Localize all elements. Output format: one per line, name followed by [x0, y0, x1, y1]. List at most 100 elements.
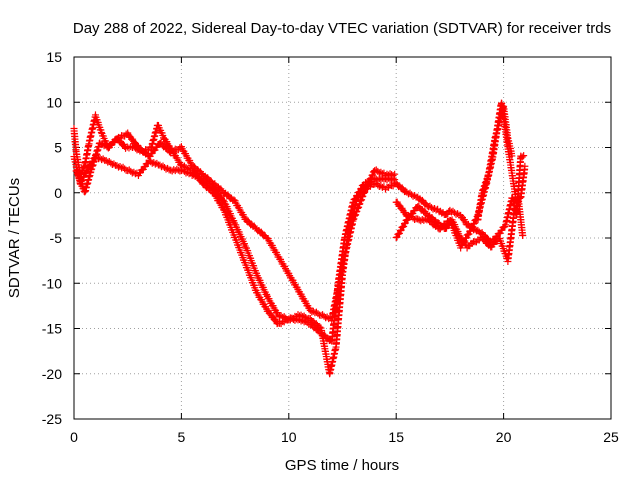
data-point: [274, 311, 282, 319]
data-point: [391, 170, 399, 178]
data-point: [312, 308, 320, 316]
x-tick-label: 10: [281, 429, 297, 445]
data-point: [151, 160, 159, 168]
data-point: [518, 153, 526, 161]
x-tick-label: 15: [388, 429, 404, 445]
data-point: [377, 168, 385, 176]
data-point: [118, 164, 126, 172]
data-point: [377, 182, 385, 190]
data-point: [190, 171, 198, 179]
data-point: [108, 161, 116, 169]
y-tick-label: -5: [50, 230, 63, 246]
x-tick-label: 0: [70, 429, 78, 445]
data-point: [184, 168, 192, 176]
data-point: [372, 166, 380, 174]
y-tick-label: -20: [42, 366, 62, 382]
data-point: [116, 162, 124, 170]
data-point: [280, 313, 288, 321]
x-tick-label: 20: [496, 429, 512, 445]
data-point: [406, 189, 414, 197]
series-track-3: [72, 129, 399, 324]
data-point: [99, 155, 107, 163]
data-point: [157, 163, 165, 171]
data-point: [424, 203, 432, 211]
x-tick-label: 25: [603, 429, 619, 445]
x-axis-label: GPS time / hours: [285, 457, 399, 474]
data-point: [520, 152, 528, 160]
data-point: [408, 191, 416, 199]
data-point: [306, 306, 314, 314]
data-point: [409, 214, 417, 222]
data-point: [133, 141, 141, 149]
data-point: [508, 152, 516, 160]
y-tick-label: -25: [42, 411, 62, 427]
data-point: [173, 165, 181, 173]
data-point: [124, 167, 132, 175]
y-axis-label: SDTVAR / TECUs: [6, 178, 23, 298]
data-point: [127, 167, 135, 175]
data-point: [162, 165, 170, 173]
data-point: [128, 144, 136, 151]
series-track-6: [392, 152, 528, 246]
data-point: [447, 208, 455, 216]
data-point: [404, 190, 412, 198]
x-tick-label: 5: [178, 429, 186, 445]
y-tick-label: -10: [42, 275, 62, 291]
y-tick-label: 5: [54, 140, 62, 156]
y-tick-label: 15: [46, 49, 62, 65]
data-point: [279, 313, 287, 321]
data-point: [297, 311, 305, 319]
data-point: [374, 181, 382, 189]
data-point: [426, 202, 434, 210]
data-point: [80, 163, 88, 171]
data-series: [70, 99, 529, 378]
data-point: [277, 312, 285, 320]
y-ticks: 15 10 5 0 -5 -10 -15 -20 -25: [42, 49, 611, 427]
data-point: [319, 311, 327, 319]
data-point: [153, 159, 161, 167]
data-point: [403, 188, 411, 196]
data-point: [130, 168, 138, 176]
data-point: [409, 192, 417, 200]
data-point: [389, 172, 397, 180]
data-point: [104, 158, 112, 166]
data-point: [179, 166, 187, 174]
data-point: [159, 162, 167, 170]
data-point: [309, 307, 317, 315]
y-tick-label: 10: [46, 94, 62, 110]
data-point: [180, 167, 188, 175]
data-point: [446, 206, 454, 214]
data-point: [519, 232, 527, 240]
data-point: [431, 204, 439, 212]
data-point: [427, 204, 435, 212]
data-point: [317, 311, 325, 319]
data-point: [449, 207, 457, 215]
data-point: [150, 159, 158, 167]
chart-title: Day 288 of 2022, Sidereal Day-to-day VTE…: [73, 20, 611, 37]
data-point: [194, 173, 202, 181]
data-point: [302, 314, 310, 322]
data-point: [161, 164, 169, 172]
data-point: [408, 212, 416, 220]
data-point: [107, 159, 115, 167]
data-point: [320, 312, 328, 320]
data-point: [219, 196, 227, 204]
data-point: [372, 179, 380, 187]
data-point: [113, 162, 121, 170]
data-point: [102, 157, 110, 165]
data-point: [160, 134, 167, 142]
data-point: [177, 167, 185, 175]
data-point: [119, 163, 127, 171]
series-track-7: [474, 102, 516, 224]
data-point: [316, 323, 324, 331]
data-point: [125, 166, 133, 174]
series-track-2: [70, 152, 399, 378]
x-ticks: 0 5 10 15 20 25: [70, 57, 619, 445]
series-track-4: [392, 197, 527, 266]
y-tick-label: 0: [54, 185, 62, 201]
data-point: [191, 172, 199, 180]
data-point: [371, 167, 379, 175]
data-point: [374, 167, 382, 175]
data-point: [311, 309, 319, 317]
